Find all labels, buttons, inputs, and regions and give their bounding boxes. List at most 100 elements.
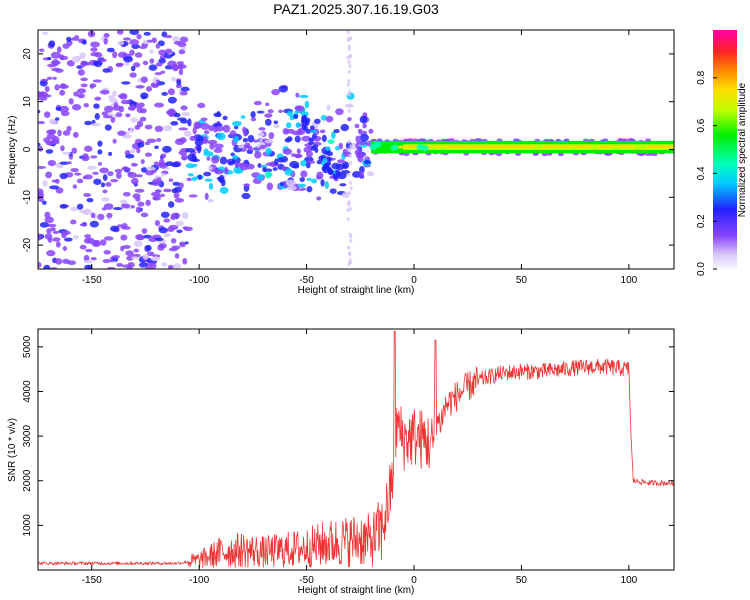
- spectrogram-blob: [340, 123, 350, 132]
- spectrogram-blob: [121, 167, 131, 171]
- y-tick-label: 10: [22, 96, 33, 108]
- spectrogram-blob: [116, 262, 124, 267]
- spectrogram-blob: [181, 211, 189, 219]
- spectrogram-blob: [274, 158, 279, 166]
- spectrogram-blob: [92, 79, 102, 83]
- colorbar-tick-label: 0.4: [696, 166, 707, 180]
- spectrogram-blob: [83, 192, 92, 197]
- spectrogram-blob: [253, 139, 259, 143]
- spectrogram-blob: [237, 144, 245, 149]
- spectrogram-blob: [52, 237, 61, 242]
- spectrogram-blob: [185, 148, 196, 153]
- spectrogram-blob: [219, 156, 228, 165]
- spectrogram-blob: [102, 68, 111, 73]
- spectrogram-blob: [121, 81, 131, 85]
- spectrogram-blob: [62, 245, 68, 251]
- colorbar: 0.0 0.2 0.4 0.6 0.8 Normalized spectral ampl…: [696, 30, 748, 276]
- spectrogram-blob: [258, 127, 266, 131]
- spectrogram-blob: [170, 212, 181, 219]
- spectrogram-blob: [163, 232, 171, 238]
- spectrogram-blob: [264, 113, 273, 118]
- spectrogram-blob: [295, 122, 301, 129]
- spectrogram-blob: [209, 164, 217, 172]
- spectrogram-blob: [46, 250, 56, 257]
- spectrogram-blob: [103, 37, 108, 45]
- spectrogram-blob: [134, 188, 145, 193]
- spectrogram-blob: [135, 85, 145, 89]
- spectrogram-blob: [84, 264, 93, 269]
- spectrogram-blob: [167, 96, 177, 104]
- spectrogram-blob: [346, 37, 350, 42]
- spectrogram-blob: [347, 69, 351, 74]
- spectrogram-blob: [176, 61, 185, 65]
- spectrogram-blob: [444, 145, 454, 149]
- spectrogram-blob: [172, 35, 180, 42]
- spectrogram-blob: [129, 39, 140, 46]
- spectrogram-blob: [197, 145, 202, 154]
- spectrogram-blob: [90, 155, 98, 159]
- spectrogram-blob: [46, 133, 56, 140]
- spectrogram-blob: [292, 164, 300, 169]
- spectrogram-blob: [79, 244, 87, 250]
- spectrogram-blob: [242, 126, 247, 134]
- spectrogram-blob: [301, 124, 307, 130]
- spectrogram-blob: [176, 79, 182, 86]
- spectrogram-blob: [335, 108, 344, 116]
- spectrogram-blob: [99, 89, 110, 95]
- spectrogram-blob: [178, 49, 186, 55]
- spectrogram-blob: [322, 164, 328, 170]
- spectrogram-blob: [314, 118, 321, 124]
- spectrogram-blob: [116, 172, 122, 179]
- spectrogram-blob: [161, 262, 168, 267]
- colorbar-tick-label: 0.2: [696, 214, 707, 228]
- spectrogram-blob: [250, 110, 256, 119]
- spectrogram-blob: [224, 166, 229, 175]
- spectrogram-blob: [319, 129, 326, 134]
- y-tick-label: 0: [22, 146, 33, 152]
- spectrogram-blob: [179, 137, 187, 144]
- spectrogram-blob: [76, 203, 84, 210]
- spectrogram-blob: [347, 117, 352, 122]
- spectrogram-blob: [43, 111, 51, 118]
- spectrogram-blob: [90, 41, 100, 48]
- spectrogram-blob: [137, 142, 145, 148]
- spectrogram-blob: [43, 264, 51, 269]
- spectrogram-blob: [106, 47, 115, 53]
- spectrogram-blob: [118, 105, 125, 113]
- spectrogram-blob: [120, 199, 128, 205]
- spectrogram-blob: [348, 64, 352, 69]
- y-tick-label: -20: [22, 237, 33, 252]
- spectrogram-blob: [38, 90, 43, 98]
- spectrogram-blob: [101, 111, 108, 116]
- spectrogram-blob: [155, 62, 163, 67]
- spectrogram-blob: [112, 138, 117, 144]
- spectrogram-blob: [178, 68, 184, 76]
- spectrogram-blob: [200, 123, 210, 130]
- spectrogram-blob: [200, 117, 208, 122]
- spectrogram-blob: [168, 178, 174, 182]
- spectrogram-blob: [434, 145, 441, 149]
- spectrogram-x-label: Height of straight line (km): [298, 285, 415, 296]
- spectrogram-y-label: Frequency (Hz): [7, 116, 18, 185]
- spectrogram-blob: [174, 253, 180, 259]
- spectrogram-blob: [347, 172, 351, 177]
- spectrogram-blob: [347, 59, 351, 64]
- spectrogram-blob: [140, 92, 149, 100]
- x-tick-label: -150: [82, 275, 102, 286]
- spectrogram-blob: [192, 126, 197, 135]
- spectrogram-blob: [294, 153, 302, 159]
- spectrogram-blob: [305, 162, 311, 169]
- spectrogram-blob: [333, 129, 340, 134]
- x-tick-label: -100: [189, 575, 209, 586]
- x-tick-label: -100: [189, 275, 209, 286]
- spectrogram-blob: [354, 149, 363, 156]
- x-tick-label: -150: [82, 575, 102, 586]
- spectrogram-blob: [72, 184, 77, 189]
- spectrogram-blob: [56, 46, 62, 54]
- spectrogram-blob: [311, 133, 317, 139]
- spectrogram-blob: [310, 178, 317, 184]
- spectrogram-blob: [297, 183, 306, 188]
- spectrogram-blob: [161, 173, 166, 177]
- spectrogram-blob: [170, 238, 177, 244]
- spectrogram-blob: [232, 154, 239, 160]
